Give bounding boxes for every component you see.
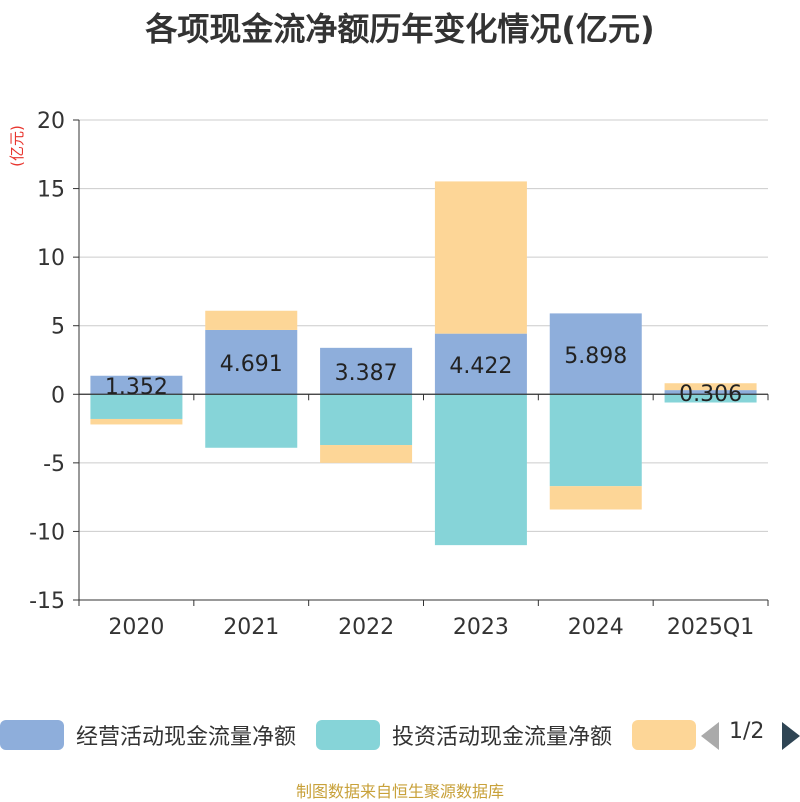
bar-2022-series-2 xyxy=(320,394,413,446)
x-tick-label: 2023 xyxy=(453,615,509,640)
legend-label: 投资活动现金流量净额 xyxy=(392,725,613,750)
data-label-2023: 4.422 xyxy=(449,354,512,379)
bar-2024-series-3 xyxy=(549,486,642,510)
bar-2024-series-1 xyxy=(549,313,642,395)
bar-2024-series-2 xyxy=(549,394,642,487)
bar-2022-series-1 xyxy=(320,347,413,395)
bar-2021-series-1 xyxy=(205,329,298,395)
y-tick-label: -10 xyxy=(29,520,65,545)
bar-2020-series-1 xyxy=(90,375,183,395)
bar-2025Q1-series-3 xyxy=(664,383,757,391)
y-axis-label: (亿元) xyxy=(8,125,26,167)
legend-swatch xyxy=(316,720,381,750)
x-tick-label: 2022 xyxy=(338,615,394,640)
bar-2023-series-3 xyxy=(434,181,527,334)
data-label-2024: 5.898 xyxy=(564,344,627,369)
legend-item[interactable]: 投资活动现金流量净额 xyxy=(316,719,612,751)
y-tick-label: 20 xyxy=(37,109,65,134)
data-label-2022: 3.387 xyxy=(335,361,398,386)
data-label-2021: 4.691 xyxy=(220,352,283,377)
legend-item[interactable]: 经营活动现金流量净额 xyxy=(0,719,296,751)
y-tick-label: -5 xyxy=(43,452,65,477)
data-label-2020: 1.352 xyxy=(105,375,168,400)
x-tick-label: 2020 xyxy=(108,615,164,640)
bar-2023-series-1 xyxy=(434,333,527,395)
legend: 经营活动现金流量净额 投资活动现金流量净额 xyxy=(0,718,716,752)
bar-2022-series-3 xyxy=(320,445,413,463)
x-tick-label: 2025Q1 xyxy=(667,615,754,640)
bar-2020-series-3 xyxy=(90,418,183,425)
legend-page-indicator: 1/2 xyxy=(729,719,765,744)
legend-label: 经营活动现金流量净额 xyxy=(76,725,297,750)
legend-next-page-icon[interactable] xyxy=(782,722,800,750)
y-tick-label: 5 xyxy=(51,315,65,340)
data-label-2025Q1: 0.306 xyxy=(679,382,742,407)
y-tick-label: 10 xyxy=(37,246,65,271)
legend-item[interactable] xyxy=(632,720,697,750)
y-tick-label: 15 xyxy=(37,178,65,203)
bar-2023-series-2 xyxy=(434,394,527,546)
bar-2025Q1-series-1 xyxy=(664,390,757,395)
legend-prev-page-icon[interactable] xyxy=(701,722,719,750)
legend-swatch xyxy=(0,720,64,750)
bar-2020-series-2 xyxy=(90,394,183,419)
bar-2021-series-3 xyxy=(205,310,298,330)
y-tick-label: 0 xyxy=(51,383,65,408)
source-note: 制图数据来自恒生聚源数据库 xyxy=(295,782,504,801)
bar-2025Q1-series-2 xyxy=(664,394,757,403)
y-tick-label: -15 xyxy=(29,589,65,614)
bar-2021-series-2 xyxy=(205,394,298,448)
x-tick-label: 2021 xyxy=(223,615,279,640)
x-tick-label: 2024 xyxy=(568,615,624,640)
legend-swatch xyxy=(632,720,697,750)
chart-title: 各项现金流净额历年变化情况(亿元) xyxy=(145,10,655,48)
